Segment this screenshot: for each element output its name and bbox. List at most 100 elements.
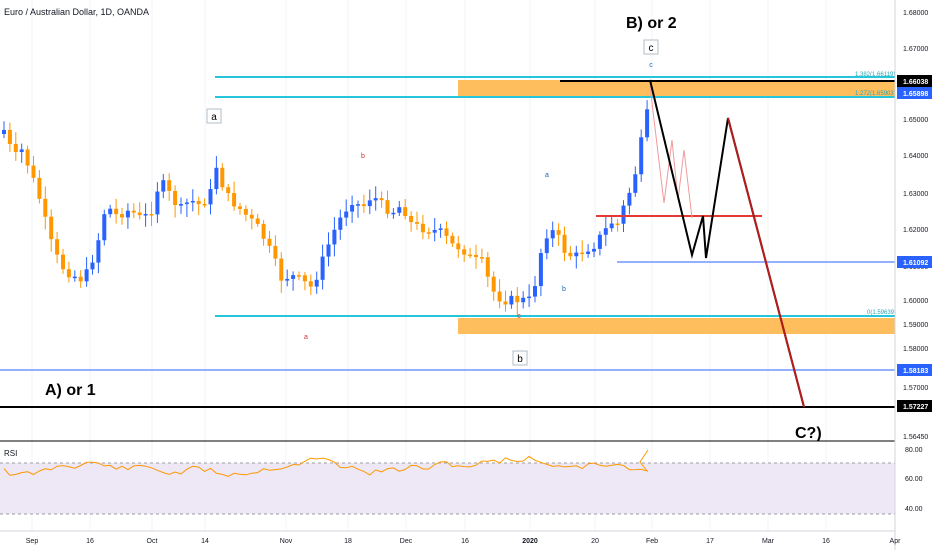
- candle-body: [2, 129, 6, 134]
- y-tick-label: 1.68000: [903, 10, 928, 17]
- candle-body: [479, 257, 484, 259]
- rsi-tick-label: 60.00: [905, 476, 923, 483]
- candle-body: [243, 208, 248, 215]
- rsi-tick-label: 40.00: [905, 506, 923, 513]
- y-tick-label: 1.60000: [903, 298, 928, 305]
- wave-blue-b: b: [562, 286, 566, 293]
- x-tick-label: 16: [461, 538, 469, 545]
- boxed-b-frame: [512, 350, 528, 366]
- candle-body: [456, 243, 461, 250]
- candle-body: [645, 109, 650, 138]
- candle-body: [13, 143, 18, 152]
- candle-body: [338, 217, 343, 230]
- candle-body: [409, 215, 414, 223]
- y-tick-label: 1.59000: [903, 322, 928, 329]
- x-tick-label: 16: [822, 538, 830, 545]
- y-tick-label: 1.63000: [903, 191, 928, 198]
- candle-body: [291, 275, 296, 279]
- candle-body: [37, 177, 42, 199]
- price-label: 1.65898: [903, 91, 928, 98]
- candle-body: [344, 211, 349, 218]
- candle-body: [420, 223, 425, 233]
- candle-body: [586, 251, 591, 254]
- candle-body: [179, 204, 183, 206]
- candle-body: [633, 174, 638, 193]
- candle-body: [538, 253, 543, 287]
- candle-body: [503, 301, 508, 305]
- candle-body: [261, 223, 266, 239]
- candle-body: [66, 269, 71, 278]
- candle-body: [379, 198, 384, 201]
- fib-0-label: 0(1.59639): [867, 310, 896, 316]
- wave-boxed-c: c: [649, 43, 654, 54]
- candle-body: [332, 229, 337, 245]
- y-tick-label: 1.67000: [903, 46, 928, 53]
- wave-red-c: c: [517, 313, 521, 320]
- candle-body: [574, 252, 579, 257]
- y-tick-label: 1.56450: [903, 434, 928, 441]
- y-tick-label: 1.62000: [903, 227, 928, 234]
- candle-body: [55, 239, 60, 255]
- wave-boxed-a: a: [211, 112, 217, 123]
- candle-body: [497, 291, 502, 302]
- candle-body: [373, 198, 378, 201]
- candle-body: [515, 295, 520, 303]
- candle-body: [562, 234, 567, 253]
- candle-body: [432, 229, 437, 233]
- candle-body: [580, 252, 585, 255]
- wave-blue-c: c: [649, 62, 653, 69]
- support-zone: [458, 318, 895, 334]
- candle-body: [72, 276, 77, 279]
- candle-body: [7, 129, 12, 144]
- candle-body: [302, 275, 307, 282]
- candle-body: [621, 205, 626, 224]
- candle-body: [43, 198, 48, 217]
- candle-body: [533, 286, 537, 297]
- candle-body: [356, 204, 360, 206]
- candle-body: [544, 238, 549, 254]
- x-tick-label: 20: [591, 538, 599, 545]
- price-label: 1.58183: [903, 368, 928, 375]
- candle-body: [226, 187, 231, 194]
- candle-body: [403, 207, 408, 216]
- y-tick-label: 1.57000: [903, 385, 928, 392]
- candles: [2, 100, 650, 315]
- candle-body: [450, 235, 455, 244]
- candle-body: [190, 200, 195, 203]
- y-tick-label: 1.58000: [903, 346, 928, 353]
- price-label: 1.61092: [903, 260, 928, 267]
- candle-body: [149, 214, 154, 216]
- x-tick-label: 17: [706, 538, 714, 545]
- x-tick-label: Mar: [762, 538, 775, 545]
- candle-body: [609, 223, 614, 229]
- candle-body: [249, 214, 254, 219]
- candle-body: [615, 223, 620, 226]
- candle-body: [220, 167, 225, 188]
- candle-body: [550, 230, 555, 239]
- price-label-box: [897, 75, 932, 87]
- candle-body: [184, 202, 189, 205]
- price-label: 1.66038: [903, 79, 928, 86]
- candle-body: [108, 208, 113, 215]
- candle-body: [462, 249, 467, 255]
- wave-boxed-b: b: [517, 354, 523, 365]
- wave-red-a: a: [304, 334, 308, 341]
- wave-label-B: B) or 2: [626, 15, 677, 32]
- candle-body: [361, 204, 366, 207]
- x-tick-label: Sep: [26, 538, 39, 545]
- x-tick-label: 2020: [522, 538, 538, 545]
- fib-zones: [0, 76, 895, 442]
- y-tick-label: 1.65000: [903, 117, 928, 124]
- boxed-c-frame: [643, 39, 659, 55]
- wave-projections: [596, 79, 805, 408]
- candle-body: [238, 206, 242, 209]
- price-axis: 1.680001.670001.660001.650001.640001.630…: [894, 0, 932, 550]
- candle-body: [202, 204, 207, 206]
- rsi-tick-label: 80.00: [905, 447, 923, 454]
- candle-body: [214, 167, 219, 190]
- price-label-box: [897, 364, 932, 376]
- candle-body: [84, 269, 89, 282]
- candle-body: [468, 254, 473, 257]
- candle-body: [137, 212, 142, 216]
